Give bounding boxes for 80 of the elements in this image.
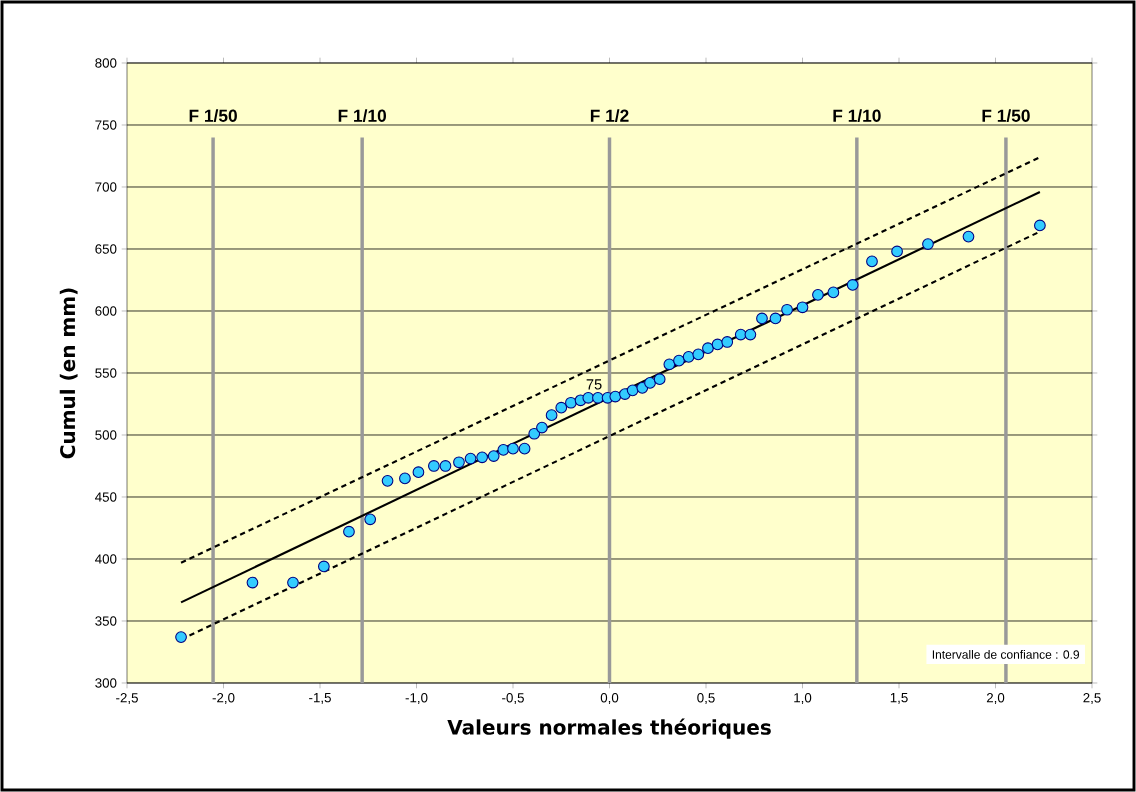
point — [439, 460, 452, 472]
y-tick-label: 400 — [95, 554, 117, 564]
point — [246, 576, 259, 589]
y-tick-label: 650 — [95, 244, 117, 254]
point — [711, 338, 724, 351]
point — [812, 289, 824, 301]
point — [702, 342, 714, 355]
point — [1034, 219, 1046, 232]
y-tick-label: 450 — [95, 492, 117, 502]
point — [412, 466, 425, 479]
y-tick-label: 600 — [95, 306, 117, 316]
point — [536, 421, 548, 434]
point — [866, 255, 878, 268]
point — [453, 456, 465, 469]
y-tick-label: 550 — [95, 368, 117, 378]
x-tick-label: 0,0 — [600, 693, 619, 705]
annotation: Intervalle de confiance : 0.9 — [932, 649, 1080, 659]
point — [528, 427, 541, 440]
y-tick-label: 700 — [95, 182, 117, 192]
annotation: 75 — [586, 379, 602, 390]
point — [626, 384, 639, 397]
point — [692, 348, 705, 361]
point — [673, 354, 685, 367]
point — [399, 472, 411, 485]
x-tick-label: -0,5 — [502, 693, 524, 705]
point — [364, 513, 377, 526]
y-tick-label: 750 — [95, 120, 117, 130]
point — [464, 452, 477, 465]
point — [734, 328, 747, 341]
point — [555, 401, 568, 414]
point — [653, 373, 666, 386]
point — [922, 238, 934, 250]
point — [487, 450, 500, 462]
point — [721, 336, 734, 348]
x-tick-label: 1,0 — [794, 693, 812, 705]
point — [497, 444, 510, 456]
point — [891, 245, 903, 258]
x-tick-label: 2,0 — [986, 693, 1005, 705]
x-tick-label: -2,0 — [212, 693, 235, 705]
point — [781, 303, 793, 316]
y-axis-title: Cumul (en mm) — [59, 288, 78, 459]
point — [592, 391, 604, 404]
point — [796, 301, 809, 314]
ref-line-label: F 1/10 — [833, 109, 881, 123]
point — [644, 377, 656, 389]
ref-line-label: F 1/2 — [590, 109, 629, 123]
point — [476, 451, 488, 464]
point — [769, 312, 782, 325]
y-tick-label: 300 — [95, 678, 117, 688]
point — [682, 351, 695, 363]
point — [846, 279, 859, 291]
point — [317, 560, 330, 573]
point — [756, 312, 768, 325]
point — [609, 390, 622, 403]
point — [827, 286, 840, 299]
point — [663, 358, 676, 371]
point — [518, 442, 531, 455]
x-axis-title: Valeurs normales théoriques — [447, 718, 771, 739]
x-tick-label: 0,5 — [697, 693, 715, 705]
x-tick-label: -1,0 — [405, 693, 428, 705]
y-tick-label: 800 — [95, 58, 117, 68]
y-tick-label: 500 — [95, 430, 117, 440]
ref-line-label: F 1/10 — [338, 109, 386, 123]
x-tick-label: -1,5 — [309, 693, 331, 704]
y-tick-label: 350 — [95, 616, 117, 626]
x-tick-label: -2,5 — [116, 693, 138, 705]
point — [381, 474, 394, 487]
point — [175, 631, 187, 643]
point — [343, 525, 355, 538]
ref-line-label: F 1/50 — [982, 109, 1030, 123]
point — [287, 576, 299, 589]
x-tick-label: 1,5 — [890, 693, 908, 704]
ref-line-label: F 1/50 — [189, 109, 237, 123]
point — [962, 230, 975, 243]
point — [565, 396, 577, 409]
x-tick-label: 2,5 — [1083, 693, 1101, 705]
point — [545, 409, 558, 422]
point — [428, 460, 440, 472]
point — [744, 328, 757, 341]
point — [507, 442, 519, 455]
